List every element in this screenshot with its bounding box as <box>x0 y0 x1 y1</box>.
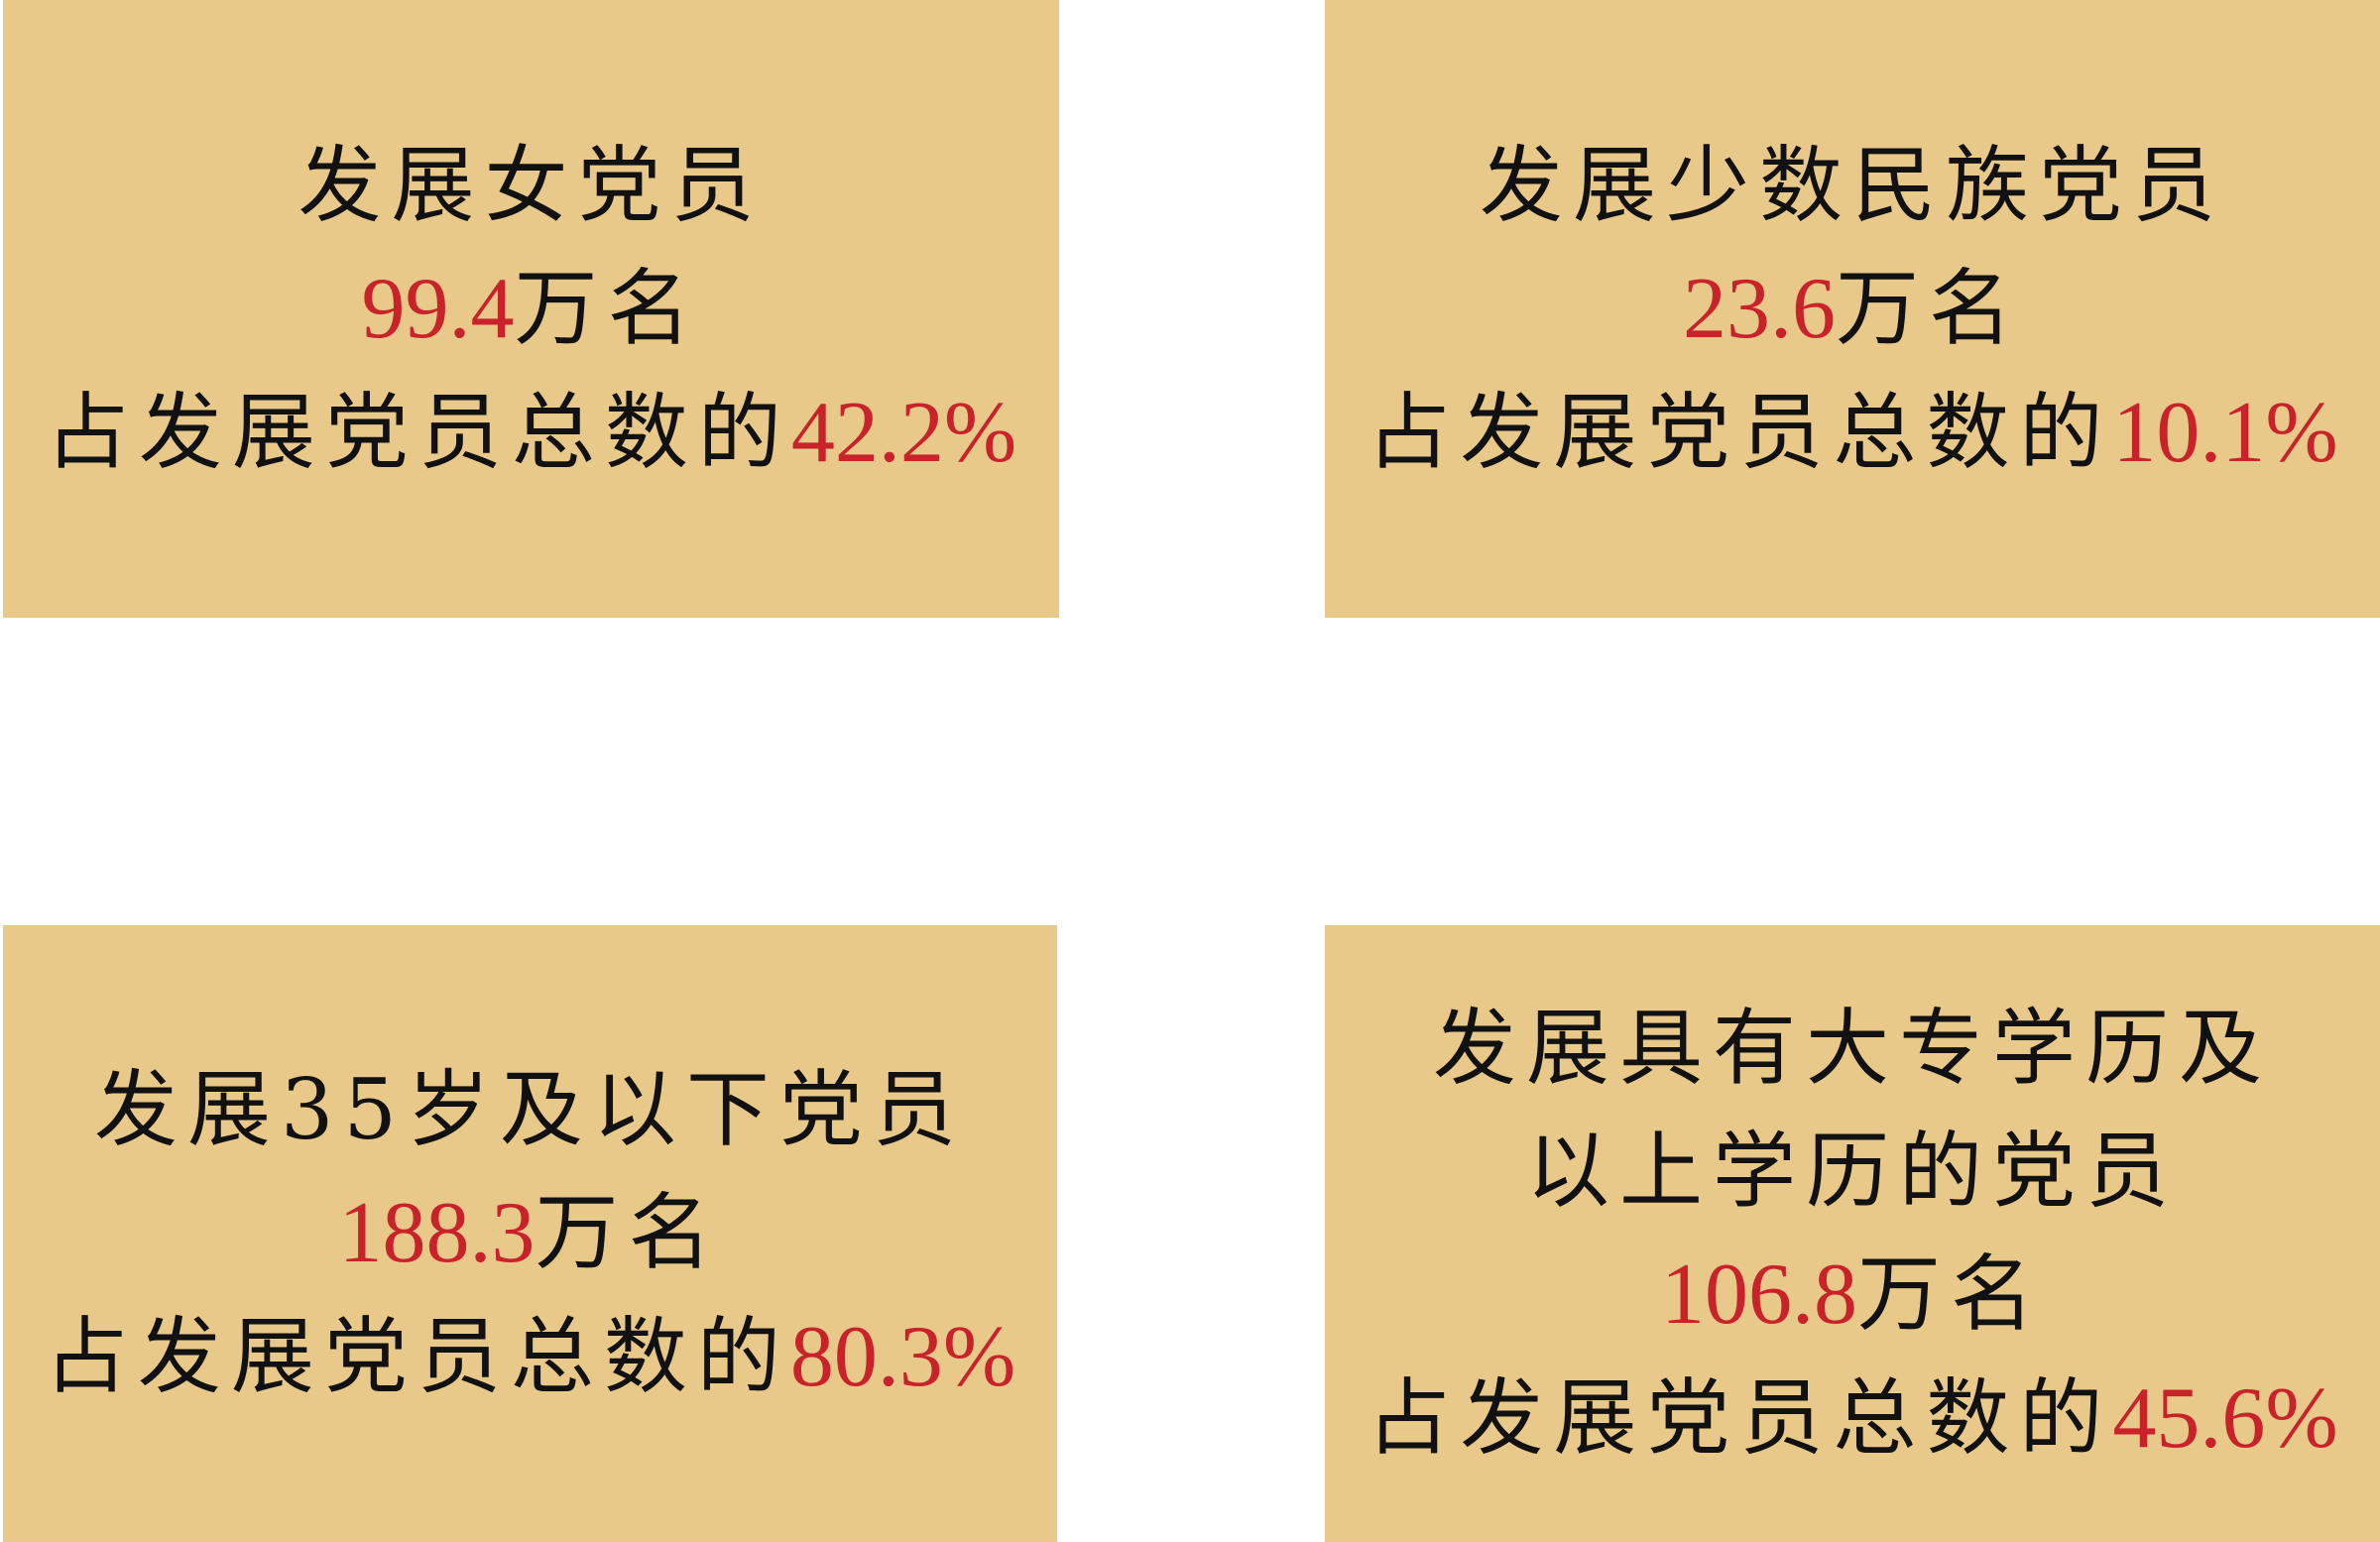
share-value: 80.3% <box>789 1309 1016 1405</box>
member-count-value: 188.3 <box>338 1185 536 1281</box>
share-value: 45.6% <box>2112 1370 2338 1467</box>
share-value: 10.1% <box>2112 384 2338 481</box>
member-count: 188.3万名 <box>338 1171 721 1295</box>
member-count-value: 106.8 <box>1660 1246 1857 1343</box>
stat-card-ethnic-minority-members: 发展少数民族党员 23.6万名 占发展党员总数的10.1% <box>1325 0 2380 618</box>
share-label: 占发展党员总数的 <box>44 1308 790 1405</box>
member-count-unit: 万名 <box>535 1184 722 1281</box>
card-title: 发展35岁及以下党员 <box>94 1061 966 1158</box>
member-count-value: 23.6 <box>1682 260 1836 357</box>
card-title-line-2: 以上学历的党员 <box>1525 1123 2179 1220</box>
stat-card-young-members: 发展35岁及以下党员 188.3万名 占发展党员总数的80.3% <box>3 925 1057 1542</box>
share-of-total: 占发展党员总数的45.6% <box>1367 1357 2337 1481</box>
member-count-unit: 万名 <box>514 259 701 357</box>
card-title: 发展女党员 <box>298 136 765 234</box>
share-value: 42.2% <box>790 384 1017 481</box>
member-count: 23.6万名 <box>1683 247 2022 371</box>
member-count-unit: 万名 <box>1856 1245 2044 1343</box>
share-of-total: 占发展党员总数的80.3% <box>45 1295 1015 1419</box>
share-label: 占发展党员总数的 <box>45 383 791 481</box>
stat-card-college-educated-members: 发展具有大专学历及 以上学历的党员 106.8万名 占发展党员总数的45.6% <box>1325 925 2380 1542</box>
member-count-unit: 万名 <box>1835 259 2022 357</box>
member-count: 106.8万名 <box>1661 1233 2044 1357</box>
share-label: 占发展党员总数的 <box>1367 383 2113 481</box>
card-title: 发展少数民族党员 <box>1479 136 2225 234</box>
member-count-value: 99.4 <box>361 260 515 357</box>
share-of-total: 占发展党员总数的42.2% <box>46 371 1016 495</box>
share-label: 占发展党员总数的 <box>1367 1369 2113 1467</box>
card-title-line-1: 发展具有大专学历及 <box>1432 1000 2272 1097</box>
member-count: 99.4万名 <box>361 247 700 371</box>
stat-card-female-members: 发展女党员 99.4万名 占发展党员总数的42.2% <box>3 0 1059 618</box>
share-of-total: 占发展党员总数的10.1% <box>1367 371 2337 495</box>
